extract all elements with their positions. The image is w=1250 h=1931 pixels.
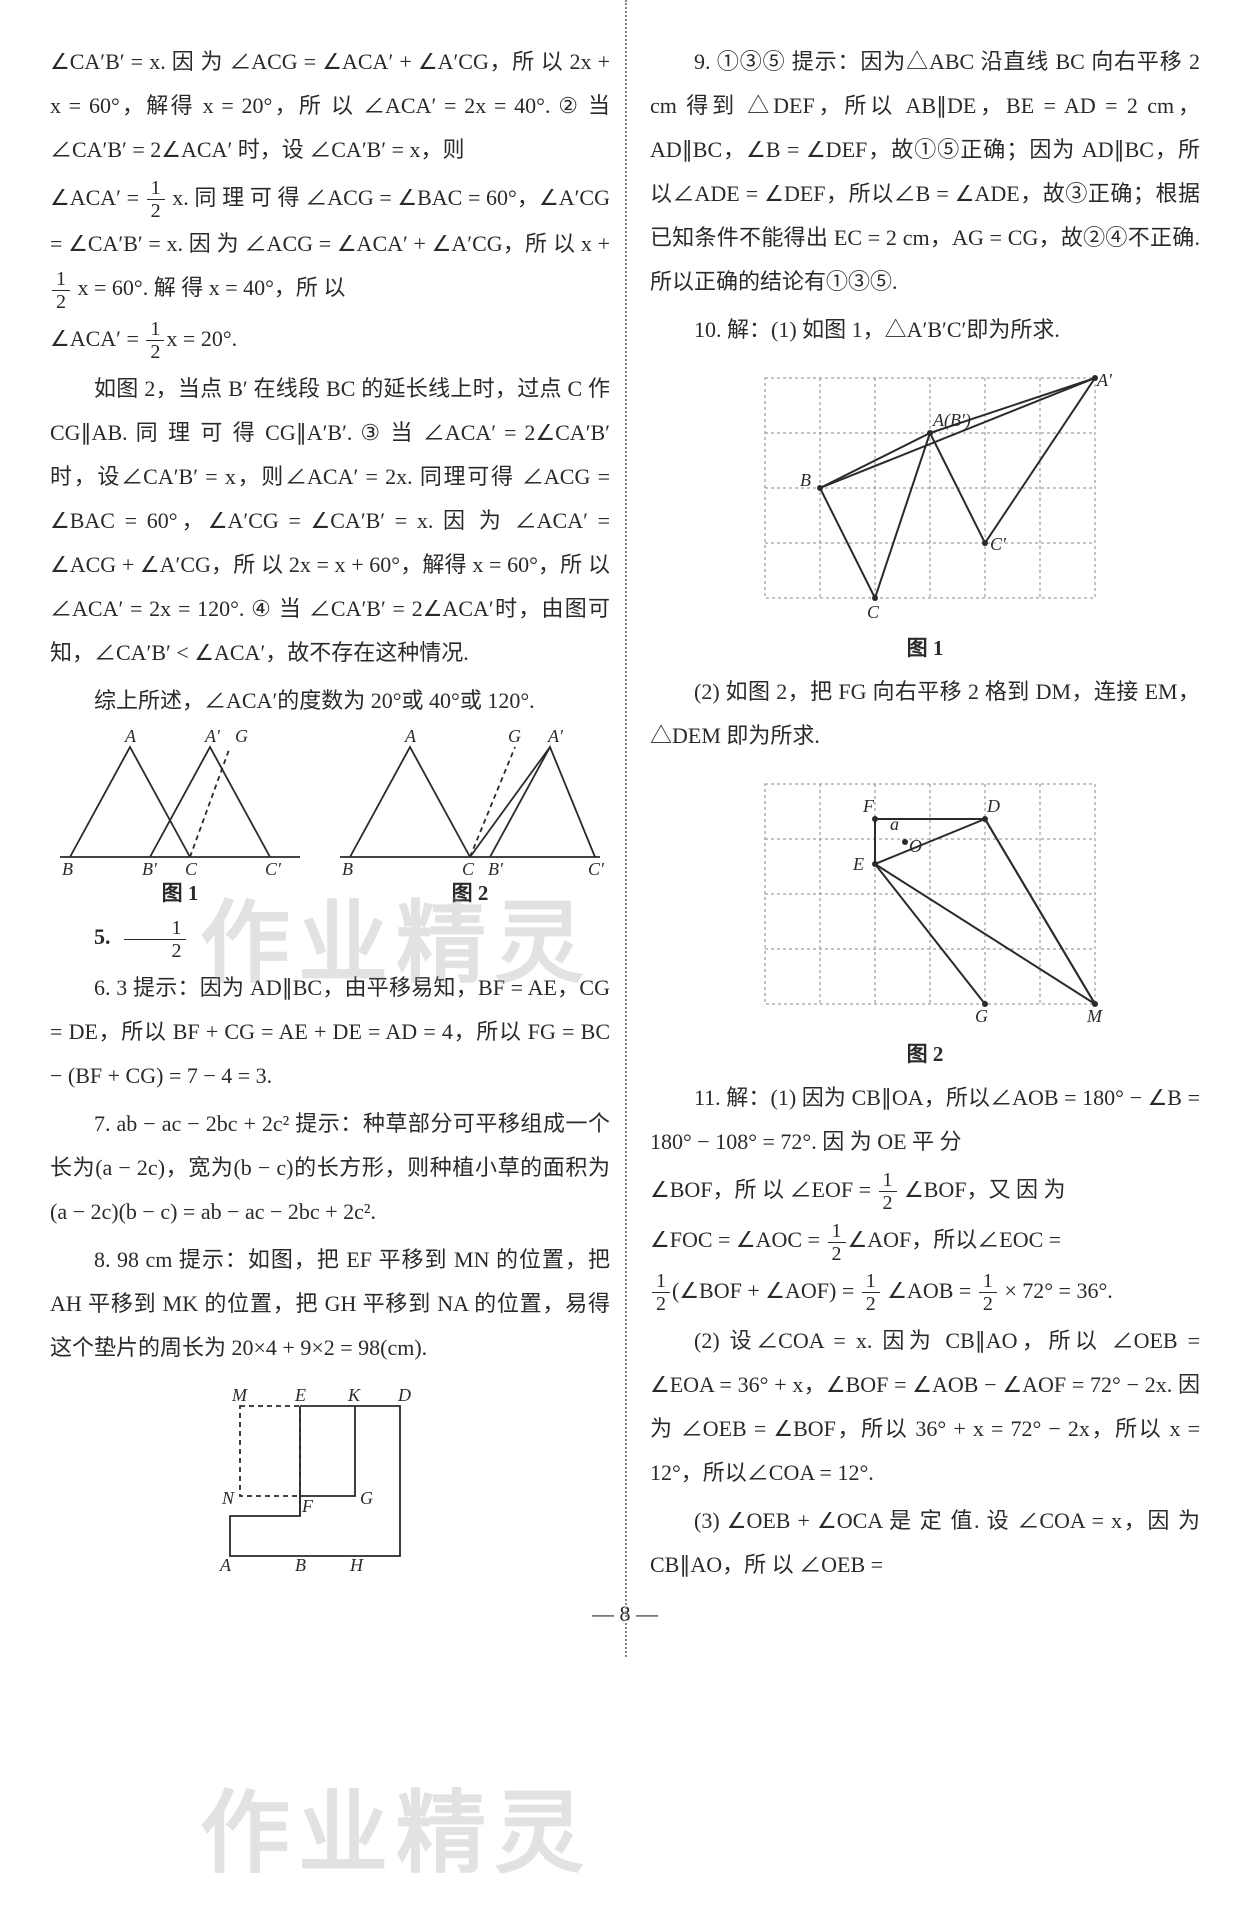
svg-text:C′: C′ [265,859,282,877]
left-fig2-svg: A G A′ B C B′ C′ [330,727,610,877]
right-grid-fig1: A(B′) B C A′ C′ [735,368,1115,628]
text: ∠AOF，所以∠EOC = [848,1227,1062,1252]
svg-text:A′: A′ [1096,370,1113,390]
right-q9: 9. ①③⑤ 提示：因为△ABC 沿直线 BC 向右平移 2 cm 得到 △DE… [650,40,1200,304]
column-divider [625,0,627,1657]
right-q11f: (3) ∠OEB + ∠OCA 是 定 值. 设 ∠COA = x，因 为 CB… [650,1499,1200,1587]
svg-text:A: A [219,1555,232,1575]
svg-text:M: M [1086,1006,1103,1026]
fraction-half: 12 [652,1270,670,1315]
svg-text:A: A [124,727,137,746]
svg-text:H: H [349,1555,364,1575]
svg-text:B: B [62,859,73,877]
svg-text:N: N [221,1488,235,1508]
left-column: ∠CA′B′ = x. 因 为 ∠ACG = ∠ACA′ + ∠A′CG，所 以… [50,40,610,1591]
svg-text:D: D [397,1386,411,1405]
left-figures-row: A A′ G B B′ C C′ 图 1 [50,727,610,915]
svg-text:C′: C′ [588,859,605,877]
svg-text:E: E [852,854,864,874]
svg-text:G: G [235,727,248,746]
svg-text:O: O [909,836,922,856]
text: ∠BOF，又 因 为 [899,1177,1066,1202]
left-p1: ∠CA′B′ = x. 因 为 ∠ACG = ∠ACA′ + ∠A′CG，所 以… [50,40,610,172]
svg-text:G: G [360,1488,373,1508]
svg-text:G: G [975,1006,988,1026]
left-q7: 7. ab − ac − 2bc + 2c² 提示：种草部分可平移组成一个长为(… [50,1102,610,1234]
svg-text:B′: B′ [488,859,504,877]
fraction-half: 12 [147,177,165,222]
text: ∠ACA′ = [50,185,145,210]
text: (∠BOF + ∠AOF) = [672,1278,860,1303]
fraction-half: 12 [979,1270,997,1315]
right-q11b: ∠BOF，所 以 ∠EOF = 12 ∠BOF，又 因 为 [650,1168,1200,1214]
watermark-2: 作业精灵 [200,1760,592,1890]
left-p2: ∠ACA′ = 12 x. 同 理 可 得 ∠ACG = ∠BAC = 60°，… [50,176,610,313]
svg-text:B: B [295,1555,306,1575]
svg-text:F: F [862,796,875,816]
fraction-half: 12 [124,917,186,962]
left-p4: 如图 2，当点 B′ 在线段 BC 的延长线上时，过点 C 作 CG∥AB. 同… [50,367,610,675]
svg-text:K: K [347,1386,361,1405]
fraction-half: 12 [828,1220,846,1265]
svg-text:E: E [294,1386,306,1405]
svg-text:C: C [867,602,880,622]
left-p3: ∠ACA′ = 12x = 20°. [50,317,610,363]
svg-text:C: C [185,859,198,877]
left-rect-fig: M E K D N F G A B H [200,1386,460,1586]
svg-text:A′: A′ [204,727,221,746]
q5-label: 5. [94,924,111,949]
svg-text:a: a [890,814,899,834]
text: x = 60°. 解 得 x = 40°，所 以 [72,275,345,300]
right-q11e: (2) 设∠COA = x. 因为 CB∥AO，所以 ∠OEB = ∠EOA =… [650,1319,1200,1495]
svg-text:F: F [301,1496,314,1516]
svg-text:C′: C′ [990,534,1007,554]
right-q11d: 12(∠BOF + ∠AOF) = 12 ∠AOB = 12 × 72° = 3… [650,1269,1200,1315]
right-q11a: 11. 解：(1) 因为 CB∥OA，所以∠AOB = 180° − ∠B = … [650,1076,1200,1164]
svg-text:A′: A′ [547,727,564,746]
text: x = 20°. [166,326,237,351]
svg-text:A: A [404,727,417,746]
right-fig1-cap: 图 1 [650,632,1200,662]
svg-text:G: G [508,727,521,746]
svg-text:B: B [800,470,811,490]
text: ∠FOC = ∠AOC = [650,1227,826,1252]
svg-text:C: C [462,859,475,877]
fraction-half: 12 [862,1270,880,1315]
svg-text:A(B′): A(B′) [932,410,971,431]
text: ∠AOB = [882,1278,977,1303]
text: × 72° = 36°. [999,1278,1113,1303]
left-q6: 6. 3 提示：因为 AD∥BC，由平移易知，BF = AE，CG = DE，所… [50,966,610,1098]
left-fig1-cap: 图 1 [50,877,310,907]
right-q11c: ∠FOC = ∠AOC = 12∠AOF，所以∠EOC = [650,1218,1200,1264]
fraction-half: 12 [52,268,70,313]
left-q8: 8. 98 cm 提示：如图，把 EF 平移到 MN 的位置，把 AH 平移到 … [50,1238,610,1370]
text: ∠ACA′ = [50,326,144,351]
text: ∠BOF，所 以 ∠EOF = [650,1177,877,1202]
left-fig2-cap: 图 2 [330,877,610,907]
right-grid-fig2: F D E O a G M [735,774,1115,1034]
right-q10a: 10. 解：(1) 如图 1，△A′B′C′即为所求. [650,308,1200,352]
left-p5: 综上所述，∠ACA′的度数为 20°或 40°或 120°. [50,679,610,723]
left-fig1-svg: A A′ G B B′ C C′ [50,727,310,877]
right-q10b: (2) 如图 2，把 FG 向右平移 2 格到 DM，连接 EM，△DEM 即为… [650,670,1200,758]
fraction-half: 12 [146,318,164,363]
svg-text:B′: B′ [142,859,158,877]
fraction-half: 12 [879,1169,897,1214]
right-column: 9. ①③⑤ 提示：因为△ABC 沿直线 BC 向右平移 2 cm 得到 △DE… [650,40,1200,1591]
svg-text:B: B [342,859,353,877]
right-fig2-cap: 图 2 [650,1038,1200,1068]
left-q5: 5. 12 [50,915,610,961]
svg-text:D: D [986,796,1000,816]
svg-text:M: M [231,1386,248,1405]
